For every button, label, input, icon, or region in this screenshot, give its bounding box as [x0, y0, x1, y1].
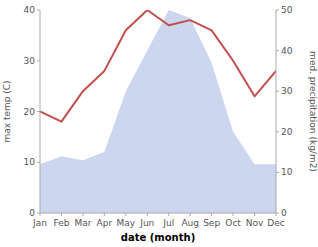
x-tick-label: May — [117, 218, 136, 228]
y2-tick — [276, 50, 279, 51]
x-tick — [233, 213, 234, 216]
x-tick — [211, 213, 212, 216]
y2-tick-label: 20 — [281, 127, 293, 137]
x-tick — [147, 213, 148, 216]
x-tick-label: Jun — [139, 218, 154, 228]
y2-tick-label: 30 — [281, 86, 293, 96]
x-tick — [104, 213, 105, 216]
x-tick-label: Apr — [97, 218, 113, 228]
x-tick — [190, 213, 191, 216]
x-tick — [61, 213, 62, 216]
x-tick — [125, 213, 126, 216]
x-tick-label: Nov — [246, 218, 264, 228]
x-tick-label: Aug — [181, 218, 199, 228]
x-tick — [276, 213, 277, 216]
x-tick-label: Mar — [74, 218, 91, 228]
x-tick-label: Jul — [162, 218, 174, 228]
x-tick-label: Jan — [32, 218, 47, 228]
precip-area — [40, 10, 276, 213]
chart-svg: 0 10 20 30 40 0 10 20 30 40 50 Jan Feb Mar Apr MayJun Ju… — [0, 0, 318, 247]
x-tick — [40, 213, 41, 216]
y2-tick — [276, 91, 279, 92]
y-tick-label: 30 — [24, 56, 36, 66]
y-tick — [37, 10, 40, 11]
x-tick — [168, 213, 169, 216]
y-tick — [37, 162, 40, 163]
y2-axis-line — [276, 10, 277, 213]
y-tick-label: 0 — [29, 208, 35, 218]
y-axis-label: max temp (C) — [2, 80, 12, 142]
x-tick-label: Oct — [225, 218, 241, 228]
y-tick-label: 10 — [24, 157, 36, 167]
y2-tick-label: 40 — [281, 46, 293, 56]
x-axis-label: date (month) — [121, 232, 195, 243]
x-tick-label: Feb — [53, 218, 69, 228]
y-tick — [37, 111, 40, 112]
y2-tick-label: 10 — [281, 167, 293, 177]
y2-tick — [276, 10, 279, 11]
y-tick-label: 20 — [24, 107, 36, 117]
y2-axis-label: med. precipitation (kg/m2) — [308, 51, 318, 172]
temp-line — [40, 10, 276, 122]
x-tick-label: Sep — [203, 218, 220, 228]
x-axis-line — [40, 213, 276, 214]
x-tick — [254, 213, 255, 216]
y2-tick-label: 0 — [281, 208, 287, 218]
y-tick-label: 40 — [24, 5, 36, 15]
chart-container: 0 10 20 30 40 0 10 20 30 40 50 Jan Feb Mar Apr MayJun Ju… — [0, 0, 318, 247]
x-tick — [82, 213, 83, 216]
plot-area — [40, 10, 276, 213]
y-tick — [37, 60, 40, 61]
y2-tick — [276, 172, 279, 173]
x-tick-label: Dec — [267, 218, 284, 228]
y2-tick — [276, 131, 279, 132]
y2-tick-label: 50 — [281, 5, 293, 15]
